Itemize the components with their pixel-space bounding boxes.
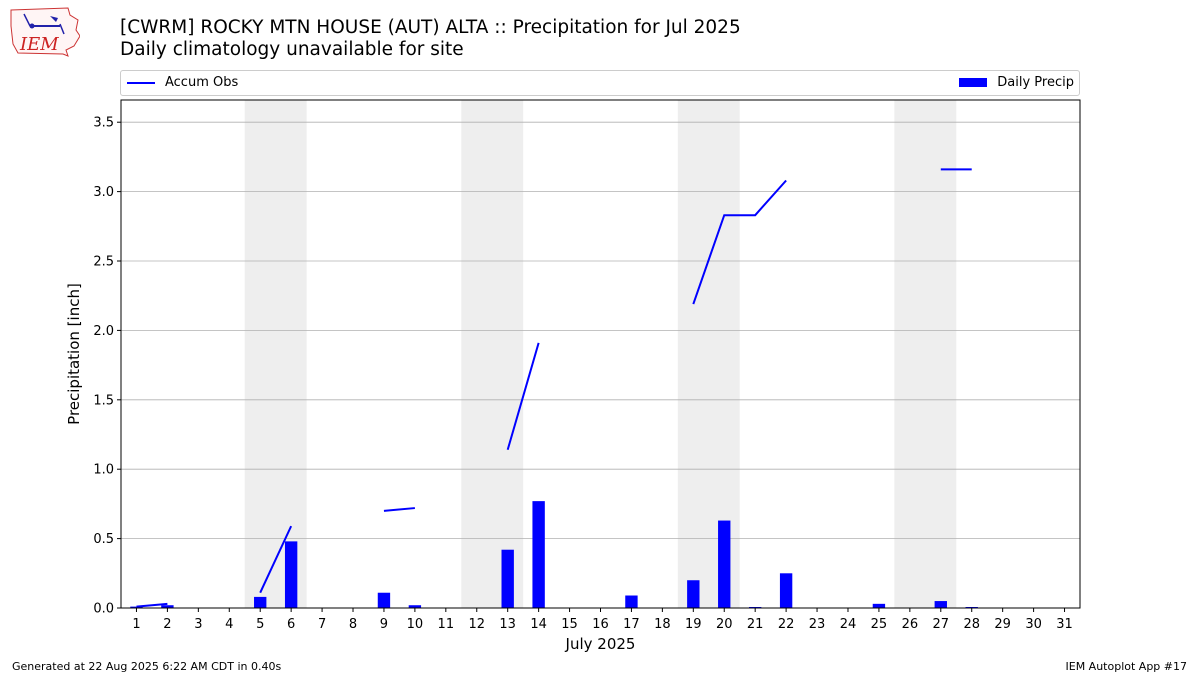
daily-precip-bar — [934, 601, 947, 608]
x-tick-label: 15 — [561, 617, 578, 632]
y-axis-label: Precipitation [inch] — [65, 283, 83, 425]
x-tick-label: 5 — [256, 617, 264, 632]
daily-precip-bar — [501, 549, 514, 608]
chart-title: [CWRM] ROCKY MTN HOUSE (AUT) ALTA :: Pre… — [120, 17, 741, 38]
y-tick-label: 2.5 — [93, 255, 114, 270]
legend-bar-swatch — [959, 78, 988, 87]
legend-line-swatch — [127, 81, 155, 84]
x-tick-label: 3 — [194, 617, 202, 632]
x-tick-label: 14 — [530, 617, 547, 632]
x-tick-label: 8 — [349, 617, 357, 632]
y-tick-label: 0.0 — [93, 602, 114, 617]
x-tick-label: 9 — [380, 617, 388, 632]
y-axis-ticks: 0.0 0.5 1.0 1.5 2.0 2.5 3.0 3.5 — [93, 116, 121, 617]
daily-precip-bar — [779, 573, 793, 608]
x-tick-label: 26 — [902, 617, 919, 632]
accum-obs-segment — [259, 525, 293, 594]
legend-item-accum-obs: Accum Obs — [127, 75, 238, 90]
x-tick-label: 16 — [592, 617, 609, 632]
x-tick-label: 18 — [654, 617, 671, 632]
accum-obs-segment — [383, 507, 415, 512]
daily-precip-bar — [161, 605, 174, 608]
x-tick-label: 13 — [499, 617, 516, 632]
x-tick-label: 31 — [1056, 617, 1073, 632]
y-tick-label: 3.0 — [93, 185, 114, 200]
x-axis-label: July 2025 — [565, 635, 636, 653]
y-gridlines — [121, 121, 1080, 609]
x-tick-label: 29 — [994, 617, 1011, 632]
daily-precip-bar — [377, 592, 391, 608]
accum-obs-lines — [136, 168, 972, 608]
x-tick-label: 6 — [287, 617, 295, 632]
daily-precip-bar — [408, 605, 422, 608]
chart-legend: Accum Obs Daily Precip — [120, 70, 1080, 96]
y-tick-label: 3.5 — [93, 116, 114, 131]
daily-precip-bar — [872, 603, 886, 608]
x-tick-label: 17 — [623, 617, 640, 632]
x-tick-label: 7 — [318, 617, 326, 632]
footer-generated: Generated at 22 Aug 2025 6:22 AM CDT in … — [12, 660, 282, 673]
iowa-map-icon: IEM — [10, 7, 81, 57]
x-tick-label: 28 — [963, 617, 980, 632]
x-tick-label: 12 — [468, 617, 485, 632]
footer-app-id: IEM Autoplot App #17 — [1065, 660, 1188, 673]
x-tick-label: 30 — [1025, 617, 1042, 632]
daily-precip-bar — [130, 606, 143, 608]
daily-precip-bars — [130, 501, 978, 608]
weekend-band — [461, 100, 524, 608]
legend-item-daily-precip: Daily Precip — [959, 75, 1074, 90]
legend-label-accum-obs: Accum Obs — [165, 75, 239, 90]
x-tick-label: 25 — [871, 617, 888, 632]
x-axis-ticks: 1 2 3 4 5 6 7 8 9 10 11 12 13 14 15 16 17 18 19 20 21 22 23 24 2… — [132, 608, 1073, 632]
x-tick-label: 11 — [438, 617, 455, 632]
weekend-bands — [244, 100, 957, 608]
x-tick-label: 2 — [163, 617, 171, 632]
x-tick-label: 23 — [809, 617, 826, 632]
x-tick-label: 1 — [132, 617, 140, 632]
x-tick-label: 27 — [933, 617, 950, 632]
weekend-band — [894, 100, 957, 608]
logo-text: IEM — [19, 34, 59, 55]
daily-precip-bar — [625, 595, 638, 608]
daily-precip-bar — [718, 520, 731, 608]
x-tick-label: 21 — [747, 617, 764, 632]
x-tick-label: 4 — [225, 617, 233, 632]
chart-title-block: [CWRM] ROCKY MTN HOUSE (AUT) ALTA :: Pre… — [120, 17, 741, 61]
iem-logo: IEM — [8, 6, 81, 58]
accum-obs-segment — [136, 602, 168, 608]
x-tick-label: 20 — [716, 617, 733, 632]
y-tick-label: 0.5 — [93, 532, 114, 547]
daily-precip-bar — [284, 541, 298, 608]
x-tick-label: 19 — [685, 617, 702, 632]
daily-precip-bar — [532, 501, 545, 608]
y-tick-label: 2.0 — [93, 324, 114, 339]
daily-precip-bar — [687, 580, 700, 608]
x-tick-label: 24 — [840, 617, 857, 632]
accum-obs-segment — [506, 342, 540, 451]
y-tick-label: 1.0 — [93, 463, 114, 478]
x-tick-label: 22 — [778, 617, 795, 632]
weekend-band — [244, 100, 307, 608]
y-tick-label: 1.5 — [93, 393, 114, 408]
legend-label-daily-precip: Daily Precip — [997, 75, 1074, 90]
chart-subtitle: Daily climatology unavailable for site — [120, 39, 464, 60]
accum-obs-segment — [692, 179, 787, 305]
x-tick-label: 10 — [407, 617, 424, 632]
daily-precip-bar — [254, 596, 267, 608]
